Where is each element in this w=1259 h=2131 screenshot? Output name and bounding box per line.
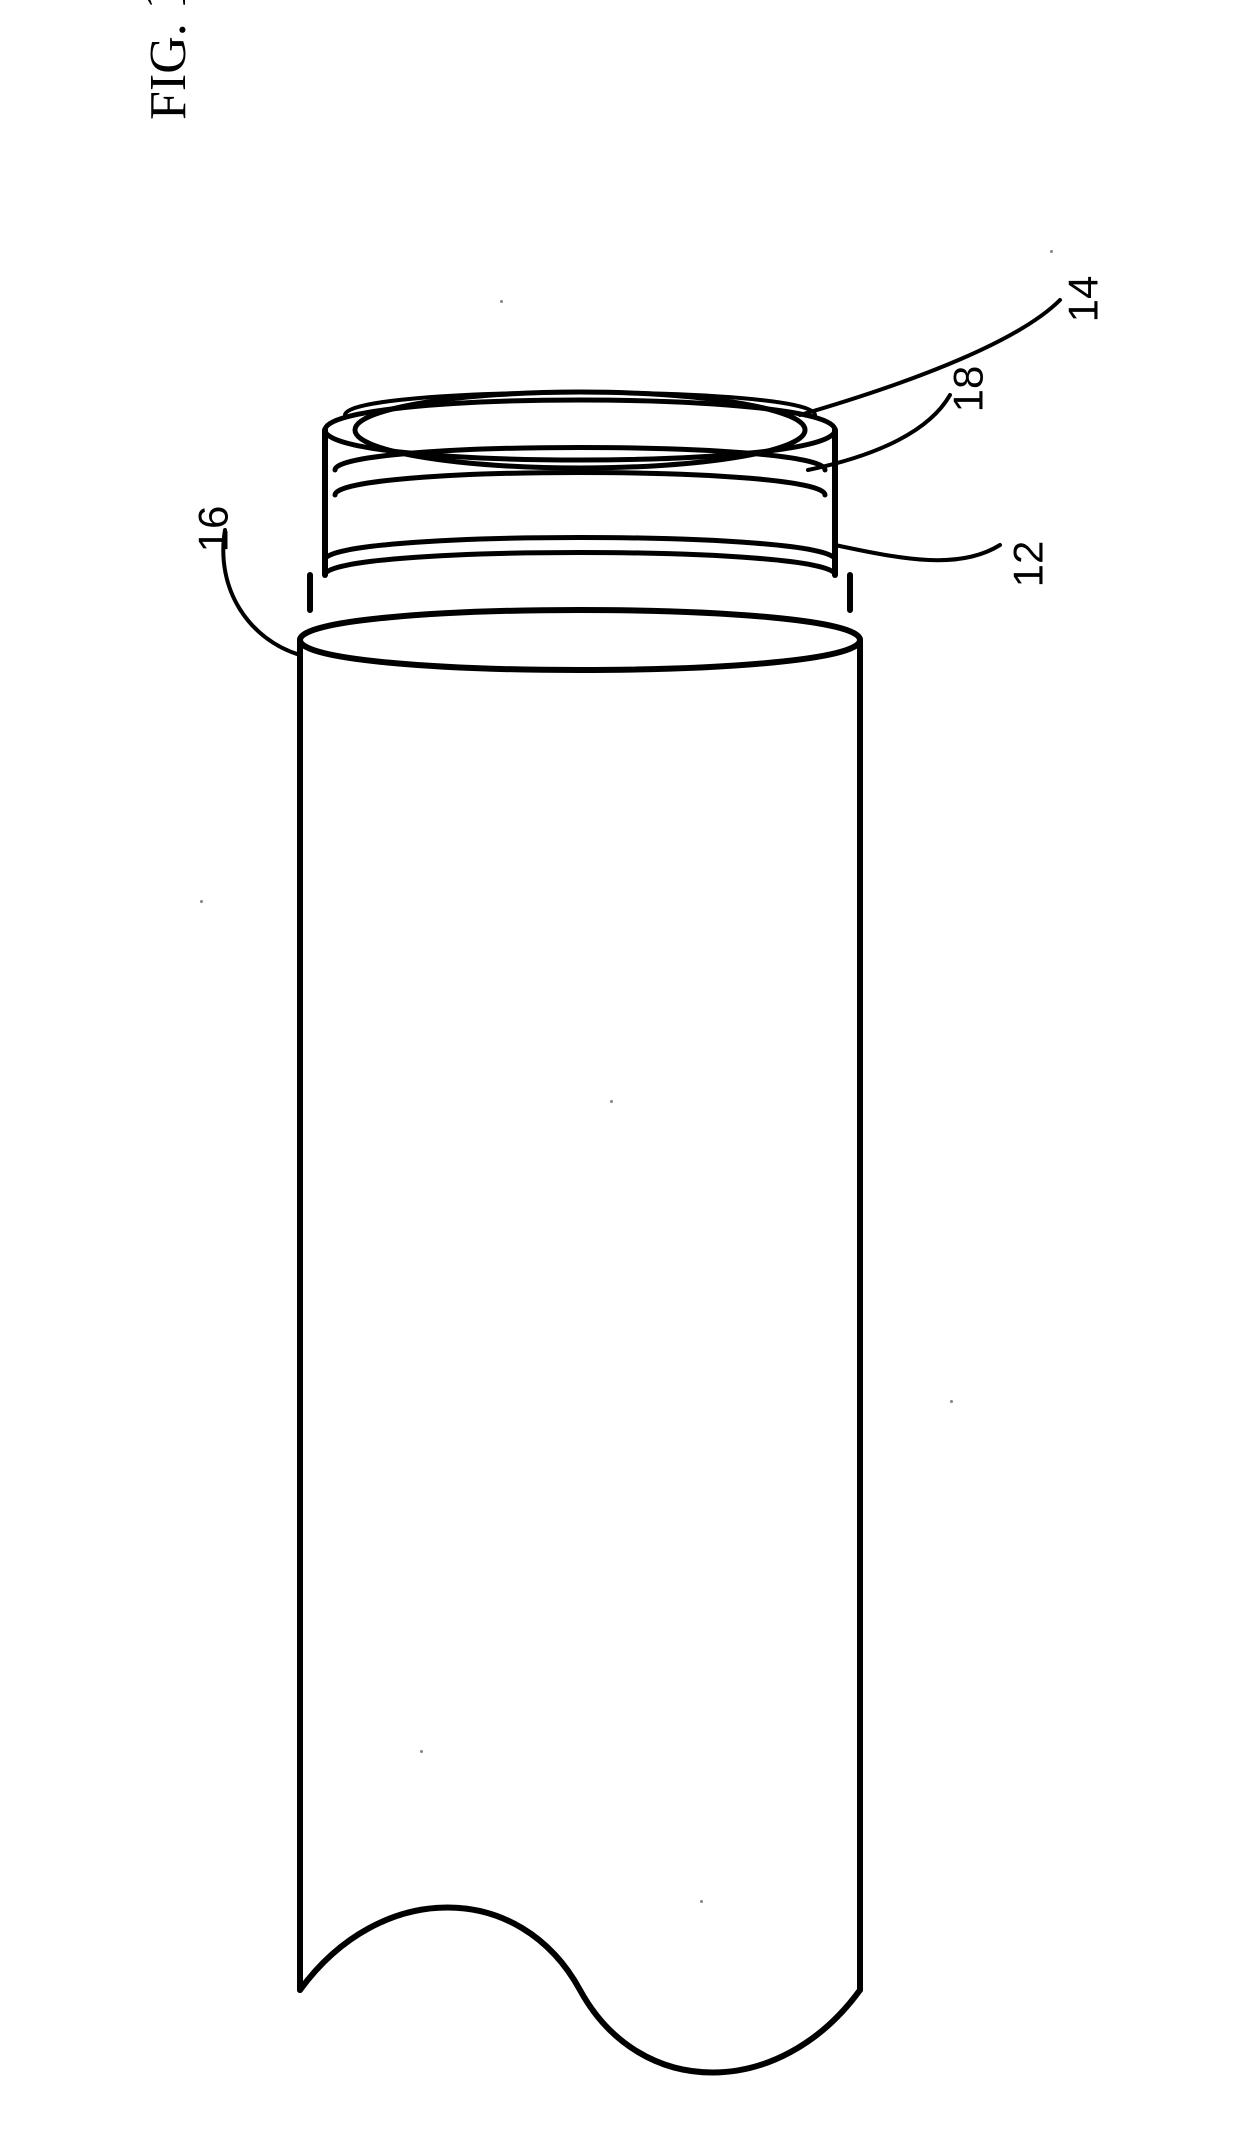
noise-speck [500, 300, 503, 303]
noise-speck [610, 1100, 613, 1103]
callout-16: 16 [189, 506, 237, 553]
callout-12: 12 [1004, 541, 1052, 588]
cylinder-group [300, 392, 860, 2073]
noise-speck [200, 900, 203, 903]
noise-speck [950, 1400, 953, 1403]
noise-speck [420, 1750, 423, 1753]
noise-speck [700, 1900, 703, 1903]
leader-lines [223, 300, 1060, 655]
callout-14: 14 [1059, 276, 1107, 323]
page: FIG. 1(Prior Art) [0, 0, 1259, 2131]
callout-18: 18 [944, 366, 992, 413]
noise-speck [1050, 250, 1053, 253]
